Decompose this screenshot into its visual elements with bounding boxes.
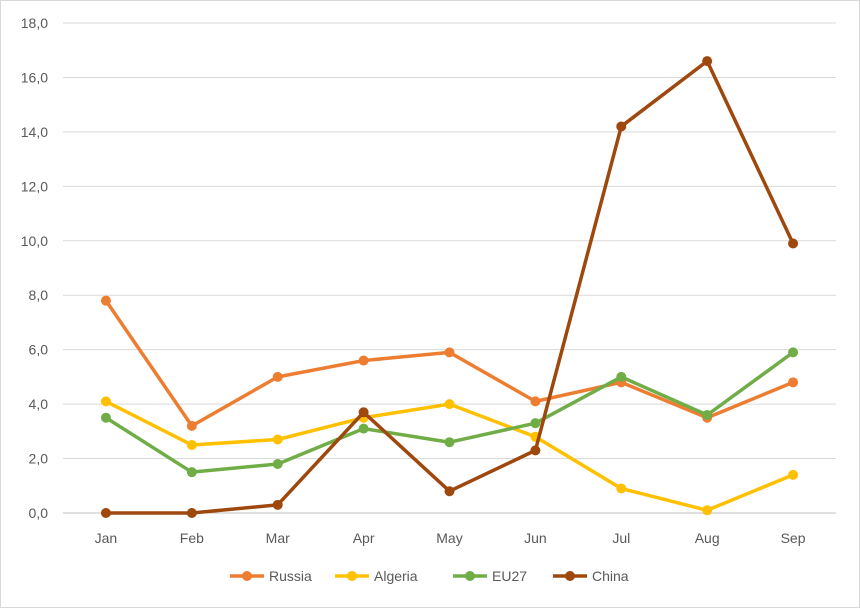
data-point-algeria: [444, 399, 455, 410]
y-tick-label: 14,0: [21, 124, 48, 140]
data-point-algeria: [788, 469, 799, 480]
data-point-russia: [100, 295, 111, 306]
data-point-algeria: [702, 505, 713, 516]
y-tick-label: 4,0: [29, 396, 49, 412]
data-point-eu27: [788, 347, 799, 358]
data-point-china: [272, 499, 283, 510]
data-point-russia: [530, 396, 541, 407]
data-point-eu27: [186, 467, 197, 478]
data-point-russia: [272, 371, 283, 382]
data-point-algeria: [272, 434, 283, 445]
data-point-eu27: [272, 459, 283, 469]
data-point-china: [358, 407, 369, 418]
data-point-china: [444, 486, 455, 497]
data-point-china: [100, 508, 111, 518]
data-point-algeria: [100, 396, 111, 407]
legend-label: EU27: [492, 568, 527, 584]
y-tick-label: 10,0: [21, 233, 48, 249]
x-tick-label: Sep: [781, 530, 806, 546]
x-tick-label: Mar: [266, 530, 290, 546]
x-tick-label: Aug: [695, 530, 720, 546]
y-tick-label: 2,0: [29, 451, 49, 467]
data-point-russia: [788, 377, 799, 388]
y-tick-label: 8,0: [29, 287, 49, 303]
data-point-china: [530, 445, 541, 456]
data-point-eu27: [530, 418, 541, 429]
y-tick-label: 18,0: [21, 15, 48, 31]
data-point-algeria: [186, 439, 197, 450]
data-point-russia: [186, 420, 197, 431]
legend-marker: [347, 571, 357, 581]
legend-label: Algeria: [374, 568, 418, 584]
data-point-china: [186, 508, 197, 518]
data-point-russia: [444, 347, 455, 358]
data-point-china: [616, 121, 627, 132]
y-tick-label: 12,0: [21, 178, 48, 194]
data-point-russia: [358, 355, 369, 366]
data-point-eu27: [444, 437, 455, 448]
x-tick-label: Feb: [180, 530, 204, 546]
data-point-algeria: [616, 483, 627, 494]
data-point-eu27: [100, 412, 111, 423]
legend-label: China: [592, 568, 629, 584]
data-point-eu27: [616, 371, 627, 382]
x-tick-label: May: [436, 530, 462, 546]
data-point-eu27: [358, 423, 369, 434]
y-tick-label: 0,0: [29, 505, 49, 521]
y-tick-label: 16,0: [21, 69, 48, 85]
x-tick-label: Jan: [95, 530, 118, 546]
x-tick-label: Jun: [524, 530, 547, 546]
legend-marker: [565, 571, 575, 581]
data-point-china: [702, 56, 713, 67]
y-tick-label: 6,0: [29, 342, 49, 358]
legend-marker: [242, 571, 252, 581]
data-point-eu27: [702, 410, 713, 420]
legend-marker: [465, 571, 475, 581]
data-point-china: [788, 238, 799, 249]
x-tick-label: Jul: [612, 530, 630, 546]
legend-label: Russia: [269, 568, 312, 584]
x-tick-label: Apr: [353, 530, 375, 546]
